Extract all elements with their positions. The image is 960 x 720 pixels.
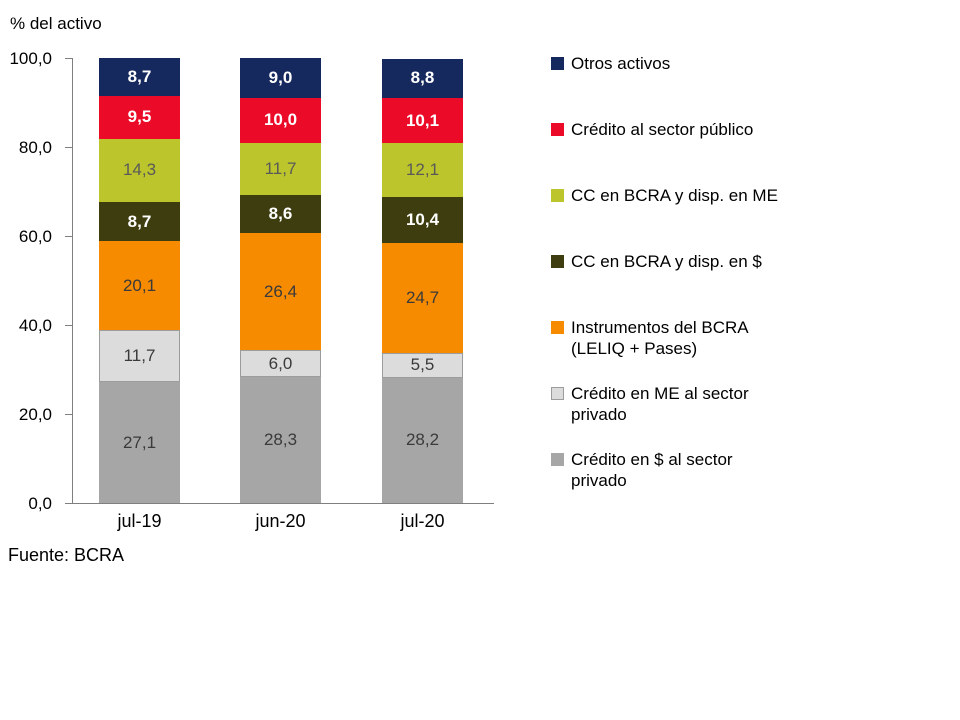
bar-value-label: 28,3 bbox=[263, 430, 298, 450]
bar-value-label: 28,2 bbox=[405, 430, 440, 450]
bar-value-label: 8,6 bbox=[268, 203, 293, 223]
bar-segment: 8,8 bbox=[382, 58, 463, 99]
bar-segment: 28,2 bbox=[382, 377, 463, 503]
bar-value-label: 6,0 bbox=[268, 353, 293, 373]
legend-swatch-icon bbox=[551, 453, 564, 466]
legend-swatch-icon bbox=[551, 321, 564, 334]
x-category-label: jun-20 bbox=[255, 511, 306, 531]
bar-segment: 20,1 bbox=[99, 240, 180, 331]
bar-value-label: 20,1 bbox=[122, 275, 157, 295]
bar-segment: 27,1 bbox=[99, 382, 180, 503]
legend-item: Crédito en ME al sector privado bbox=[551, 383, 811, 449]
bar-segment: 5,5 bbox=[382, 353, 463, 378]
legend-item: Instrumentos del BCRA (LELIQ + Pases) bbox=[551, 317, 811, 383]
legend-label: Crédito al sector público bbox=[571, 120, 754, 139]
bar-value-label: 27,1 bbox=[122, 432, 157, 452]
bar-segment: 8,7 bbox=[99, 57, 180, 97]
legend-item: CC en BCRA y disp. en ME bbox=[551, 185, 811, 251]
bar-segment: 10,4 bbox=[382, 196, 463, 244]
bar-value-label: 26,4 bbox=[263, 281, 298, 301]
legend-label: Crédito en $ al sector privado bbox=[571, 450, 733, 490]
bar-value-label: 8,7 bbox=[127, 211, 152, 231]
y-tick-label: 80,0 bbox=[18, 138, 52, 157]
legend-label: Otros activos bbox=[571, 54, 671, 73]
y-tick-label: 0,0 bbox=[28, 494, 52, 513]
bar-value-label: 10,0 bbox=[263, 110, 298, 130]
y-tick bbox=[65, 413, 72, 415]
bar-segment: 8,7 bbox=[99, 202, 180, 241]
legend-swatch-icon bbox=[551, 123, 564, 136]
bar-segment: 9,5 bbox=[99, 96, 180, 139]
stacked-bar-jul-20: 28,2 5,5 24,7 10,4 12,1 10,1 8,8 bbox=[382, 58, 463, 503]
legend-label: CC en BCRA y disp. en ME bbox=[571, 186, 778, 205]
bar-segment: 12,1 bbox=[382, 142, 463, 197]
y-tick bbox=[65, 235, 72, 237]
chart-title: % del activo bbox=[10, 14, 102, 33]
stacked-bar-jun-20: 28,3 6,0 26,4 8,6 11,7 10,0 9,0 bbox=[240, 58, 321, 503]
bar-segment: 9,0 bbox=[240, 58, 321, 99]
y-tick-label: 100,0 bbox=[9, 49, 52, 68]
y-tick-label: 60,0 bbox=[18, 227, 52, 246]
plot-area bbox=[72, 58, 494, 504]
bar-value-label: 11,7 bbox=[264, 158, 297, 178]
legend-label: CC en BCRA y disp. en $ bbox=[571, 252, 762, 271]
bar-value-label: 9,5 bbox=[127, 107, 152, 127]
bar-value-label: 14,3 bbox=[122, 160, 157, 180]
legend-label: Crédito en ME al sector privado bbox=[571, 384, 749, 424]
legend-swatch-icon bbox=[551, 57, 564, 70]
bar-segment: 6,0 bbox=[240, 350, 321, 378]
legend-label: Instrumentos del BCRA (LELIQ + Pases) bbox=[571, 318, 749, 358]
bar-segment: 10,0 bbox=[240, 98, 321, 143]
y-tick bbox=[65, 57, 72, 59]
bar-segment: 10,1 bbox=[382, 98, 463, 143]
bar-value-label: 11,7 bbox=[123, 346, 156, 366]
x-category-label: jul-20 bbox=[400, 511, 445, 531]
legend: Otros activos Crédito al sector público CC… bbox=[551, 53, 811, 515]
y-tick bbox=[65, 146, 72, 148]
bar-value-label: 8,8 bbox=[410, 68, 435, 88]
bar-segment: 14,3 bbox=[99, 138, 180, 203]
bar-value-label: 10,1 bbox=[405, 110, 440, 130]
bar-segment: 26,4 bbox=[240, 232, 321, 351]
legend-item: Otros activos bbox=[551, 53, 811, 119]
legend-swatch-icon bbox=[551, 189, 564, 202]
y-tick bbox=[65, 502, 72, 504]
bar-value-label: 9,0 bbox=[268, 68, 293, 88]
bar-segment: 24,7 bbox=[382, 243, 463, 354]
y-tick-label: 20,0 bbox=[18, 405, 52, 424]
legend-item: CC en BCRA y disp. en $ bbox=[551, 251, 811, 317]
bar-segment: 8,6 bbox=[240, 194, 321, 233]
bar-value-label: 8,7 bbox=[127, 66, 152, 86]
bar-segment: 11,7 bbox=[240, 142, 321, 195]
y-tick-label: 40,0 bbox=[18, 316, 52, 335]
stacked-bar-jul-19: 27,1 11,7 20,1 8,7 14,3 9,5 8,7 bbox=[99, 57, 180, 503]
source-note: Fuente: BCRA bbox=[8, 545, 125, 565]
bar-segment: 28,3 bbox=[240, 377, 321, 503]
bar-value-label: 5,5 bbox=[410, 355, 435, 375]
bar-segment: 11,7 bbox=[99, 330, 180, 383]
legend-item: Crédito en $ al sector privado bbox=[551, 449, 811, 515]
y-tick bbox=[65, 324, 72, 326]
bar-value-label: 24,7 bbox=[405, 288, 440, 308]
x-category-label: jul-19 bbox=[117, 511, 162, 531]
legend-swatch-icon bbox=[551, 387, 564, 400]
bar-value-label: 10,4 bbox=[405, 209, 440, 229]
bar-value-label: 12,1 bbox=[405, 159, 440, 179]
legend-swatch-icon bbox=[551, 255, 564, 268]
legend-item: Crédito al sector público bbox=[551, 119, 811, 185]
